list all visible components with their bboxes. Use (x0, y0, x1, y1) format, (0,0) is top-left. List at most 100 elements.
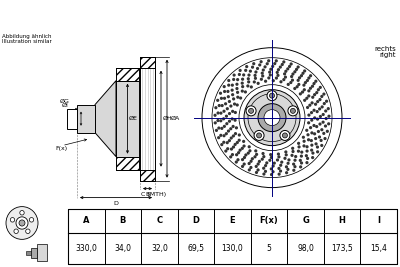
Circle shape (311, 156, 314, 159)
Circle shape (307, 121, 310, 124)
Circle shape (261, 72, 264, 75)
Circle shape (219, 134, 222, 137)
Circle shape (234, 132, 237, 135)
Text: 69,5: 69,5 (188, 244, 204, 253)
Circle shape (319, 86, 322, 89)
Circle shape (301, 72, 304, 75)
Circle shape (325, 100, 328, 103)
Circle shape (286, 168, 290, 171)
Circle shape (238, 69, 242, 72)
Text: B: B (145, 192, 150, 197)
Circle shape (241, 147, 244, 150)
Bar (77, 105, 95, 133)
Circle shape (235, 126, 238, 129)
Circle shape (252, 62, 255, 65)
Circle shape (291, 147, 294, 150)
Circle shape (299, 92, 302, 96)
Text: ØE: ØE (128, 116, 137, 121)
Bar (140, 57, 155, 180)
Circle shape (269, 153, 272, 156)
Circle shape (219, 92, 222, 95)
Circle shape (235, 83, 238, 86)
Circle shape (234, 119, 237, 122)
Circle shape (302, 144, 306, 147)
Circle shape (26, 229, 30, 234)
Circle shape (256, 82, 260, 85)
Circle shape (269, 68, 272, 71)
Text: 24.0134-0102.1: 24.0134-0102.1 (123, 8, 257, 23)
Circle shape (320, 95, 324, 98)
Circle shape (238, 73, 241, 76)
Circle shape (231, 93, 234, 96)
Circle shape (314, 137, 317, 140)
Circle shape (314, 142, 318, 146)
Circle shape (228, 100, 231, 103)
Circle shape (255, 153, 258, 156)
Circle shape (288, 106, 298, 116)
Circle shape (293, 87, 296, 90)
Circle shape (327, 115, 330, 118)
Circle shape (248, 168, 251, 171)
Circle shape (326, 130, 329, 133)
Circle shape (299, 159, 302, 162)
Circle shape (228, 139, 231, 142)
Circle shape (285, 165, 288, 168)
Circle shape (302, 140, 306, 143)
Circle shape (315, 125, 318, 128)
Circle shape (230, 117, 234, 120)
Circle shape (270, 93, 274, 98)
Circle shape (261, 74, 264, 78)
Circle shape (307, 89, 310, 92)
Circle shape (294, 159, 297, 162)
Circle shape (244, 153, 248, 156)
Circle shape (16, 217, 28, 229)
Circle shape (251, 157, 254, 160)
Circle shape (310, 101, 314, 104)
Circle shape (306, 150, 309, 153)
Circle shape (322, 92, 326, 96)
Circle shape (303, 99, 306, 102)
Circle shape (217, 136, 220, 139)
Circle shape (250, 85, 253, 89)
Circle shape (232, 73, 236, 77)
Circle shape (10, 218, 15, 222)
Circle shape (272, 164, 275, 168)
Circle shape (313, 132, 316, 135)
Circle shape (279, 80, 282, 83)
Text: D: D (114, 201, 118, 206)
Circle shape (202, 48, 342, 188)
Circle shape (307, 76, 310, 80)
Circle shape (300, 74, 303, 77)
Circle shape (241, 158, 244, 161)
Circle shape (242, 144, 246, 148)
Circle shape (20, 210, 24, 215)
Circle shape (296, 85, 299, 88)
Circle shape (304, 81, 307, 84)
Circle shape (232, 125, 235, 128)
Circle shape (296, 65, 300, 69)
Circle shape (277, 167, 280, 170)
Circle shape (220, 127, 224, 130)
Bar (116, 81, 139, 157)
Circle shape (311, 151, 314, 155)
Circle shape (247, 77, 250, 80)
Circle shape (244, 69, 247, 72)
Circle shape (248, 145, 251, 148)
Circle shape (300, 155, 303, 158)
Circle shape (224, 102, 227, 105)
Text: 434102: 434102 (288, 8, 352, 23)
Circle shape (268, 70, 271, 74)
Circle shape (320, 139, 323, 142)
Circle shape (303, 69, 306, 73)
Circle shape (248, 162, 251, 165)
Circle shape (297, 142, 300, 145)
Circle shape (282, 133, 288, 138)
Text: ØG: ØG (60, 99, 70, 104)
Circle shape (232, 97, 235, 100)
Circle shape (299, 165, 302, 168)
Text: D: D (192, 217, 200, 225)
Circle shape (241, 89, 244, 93)
Text: B: B (120, 217, 126, 225)
Circle shape (320, 144, 323, 147)
Circle shape (254, 70, 258, 74)
